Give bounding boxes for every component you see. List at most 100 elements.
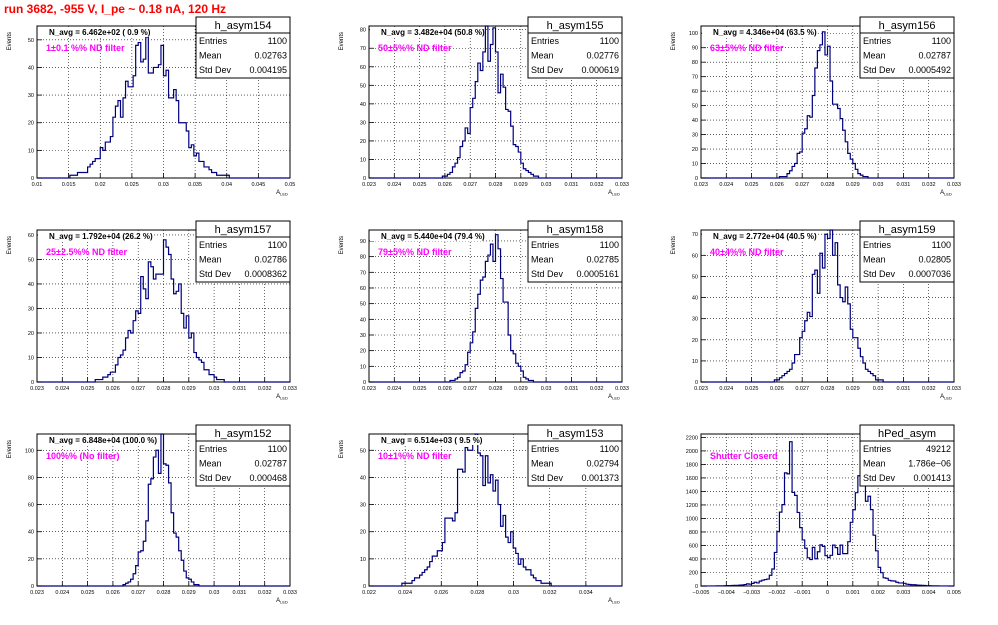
y-tick-label: 50: [28, 257, 34, 263]
y-tick-label: 20: [360, 530, 366, 536]
y-tick-label: 20: [28, 121, 34, 127]
stats-value: 0.001373: [581, 473, 619, 483]
y-tick-label: 50: [692, 104, 698, 110]
stats-label: Std Dev: [863, 473, 896, 483]
stats-label: Entries: [531, 240, 560, 250]
stats-value: 1100: [600, 240, 619, 250]
navg-label: N_avg = 6.514e+03 ( 9.5 %): [381, 436, 483, 445]
x-tick-label: 0.024: [387, 386, 401, 392]
y-tick-label: 20: [360, 139, 366, 145]
x-tick-label: 0.028: [157, 386, 171, 392]
histogram-panel: 0.023 0.024 0.025 0.026 0.027 0.028 0.029 0.03 0…: [671, 16, 961, 197]
x-tick-label: 0.035: [188, 182, 202, 188]
x-tick-label: 0.033: [947, 386, 961, 392]
x-tick-label: 0.024: [719, 386, 733, 392]
x-tick-label: −0.001: [794, 590, 811, 596]
stats-box: h_asym158 Entries 1100 Mean 0.02785 Std Dev 0.…: [527, 220, 623, 283]
x-tick-label: 0.024: [398, 590, 412, 596]
stats-value: 0.0005492: [908, 65, 951, 75]
navg-background: [370, 435, 482, 445]
stats-value: 0.02785: [586, 255, 619, 265]
stats-value: 49212: [926, 444, 951, 454]
navg-background: [370, 231, 482, 241]
y-tick-label: 60: [28, 503, 34, 509]
x-tick-label: 0.026: [770, 182, 784, 188]
x-tick-label: 0.025: [413, 386, 427, 392]
x-tick-label: 0.029: [514, 386, 528, 392]
x-tick-label: 0.028: [471, 590, 485, 596]
histogram-name: h_asym155: [547, 20, 604, 32]
x-tick-label: 0.01: [32, 182, 43, 188]
x-tick-label: 0.026: [106, 386, 120, 392]
y-tick-label: 70: [360, 46, 366, 52]
navg-background: [702, 27, 814, 37]
navg-background: [38, 27, 150, 37]
y-tick-label: 80: [28, 475, 34, 481]
x-axis-subscript: LED: [280, 192, 288, 197]
y-tick-label: 40: [28, 282, 34, 288]
stats-value: 0.02776: [586, 51, 619, 61]
x-tick-label: 0.026: [770, 386, 784, 392]
y-tick-label: 2200: [686, 435, 698, 441]
stats-value: 0.001413: [913, 473, 951, 483]
y-axis-title: Events: [7, 440, 13, 458]
stats-label: Entries: [531, 36, 560, 46]
x-tick-label: 0.024: [719, 182, 733, 188]
y-tick-label: 50: [360, 448, 366, 454]
x-axis-subscript: LED: [612, 192, 620, 197]
x-tick-label: 0.031: [233, 590, 247, 596]
histogram-name: hPed_asym: [878, 428, 936, 440]
y-tick-label: 0: [695, 380, 698, 386]
stats-value: 1100: [932, 36, 951, 46]
x-tick-label: 0.032: [922, 386, 936, 392]
y-tick-label: 1600: [686, 476, 698, 482]
histogram-name: h_asym153: [547, 428, 604, 440]
y-axis-title: Events: [339, 32, 345, 50]
navg-label: N_avg = 6.848e+04 (100.0 %): [49, 436, 157, 445]
x-tick-label: 0.031: [233, 386, 247, 392]
x-tick-label: 0.031: [897, 386, 911, 392]
x-tick-label: 0.03: [158, 182, 169, 188]
x-tick-label: 0.026: [438, 386, 452, 392]
stats-value: 1.786e−06: [908, 459, 951, 469]
y-tick-label: 40: [28, 65, 34, 71]
x-tick-label: 0.05: [285, 182, 296, 188]
y-tick-label: 20: [28, 557, 34, 563]
y-tick-label: 30: [360, 333, 366, 339]
y-tick-label: 70: [360, 270, 366, 276]
histogram-panel: 0.022 0.024 0.026 0.028 0.03 0.032 0.034 0 10 20 3…: [339, 424, 623, 605]
stats-label: Std Dev: [199, 473, 232, 483]
y-tick-label: 2000: [686, 449, 698, 455]
x-tick-label: 0.024: [55, 386, 69, 392]
run-title: run 3682, -955 V, I_pe ~ 0.18 nA, 120 Hz: [4, 2, 227, 16]
histogram-line: [701, 229, 954, 383]
x-tick-label: 0.031: [565, 182, 579, 188]
stats-value: 1100: [600, 36, 619, 46]
y-tick-label: 200: [689, 570, 698, 576]
stats-value: 0.02763: [254, 51, 287, 61]
x-tick-label: 0.001: [846, 590, 860, 596]
filter-annotation: 1±0.1 %% ND filter: [46, 43, 125, 53]
histogram-line: [37, 433, 290, 587]
y-tick-label: 100: [689, 31, 698, 37]
x-tick-label: −0.003: [743, 590, 760, 596]
x-tick-label: 0.026: [434, 590, 448, 596]
x-axis-subscript: LED: [280, 396, 288, 401]
x-axis-subscript: LED: [612, 600, 620, 605]
stats-label: Entries: [863, 36, 892, 46]
navg-label: N_avg = 1.792e+04 (26.2 %): [49, 232, 153, 241]
navg-background: [38, 231, 150, 241]
x-tick-label: 0.025: [745, 386, 759, 392]
x-tick-label: 0.029: [846, 182, 860, 188]
x-tick-label: 0.03: [541, 386, 552, 392]
navg-label: N_avg = 4.346e+04 (63.5 %): [713, 28, 817, 37]
stats-box: h_asym154 Entries 1100 Mean 0.02763 Std Dev 0.…: [195, 16, 291, 79]
x-axis-subscript: LED: [944, 396, 952, 401]
y-tick-label: 90: [360, 239, 366, 245]
histogram-panel: 0.023 0.024 0.025 0.026 0.027 0.028 0.029 0.03 0…: [7, 424, 297, 605]
stats-box: h_asym157 Entries 1100 Mean 0.02786 Std Dev 0.…: [195, 220, 291, 283]
x-axis-subscript: LED: [280, 600, 288, 605]
y-tick-label: 1800: [686, 462, 698, 468]
stats-box-frame: [859, 424, 955, 487]
stats-label: Mean: [199, 255, 222, 265]
